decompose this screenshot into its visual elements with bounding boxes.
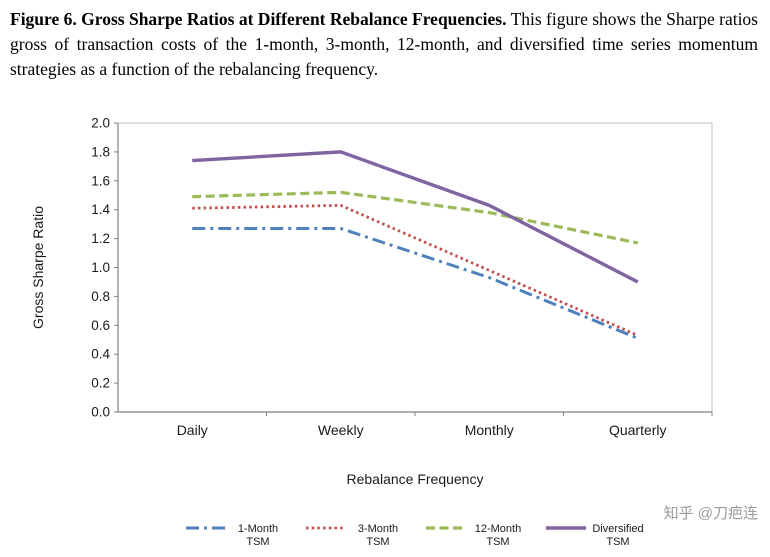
x-category-label: Quarterly [609, 422, 667, 438]
series-line-12-month-tsm [192, 190, 639, 245]
series-line-1-month-tsm [192, 226, 639, 340]
y-tick-label: 1.4 [91, 202, 110, 217]
y-tick-label: 0.0 [91, 405, 110, 420]
legend-label-line2: TSM [486, 536, 509, 548]
figure-caption: Figure 6. Gross Sharpe Ratios at Differe… [0, 0, 770, 82]
y-tick-label: 0.8 [91, 289, 110, 304]
series-line-3-month-tsm [192, 203, 639, 337]
legend-label-line2: TSM [366, 536, 389, 548]
x-category-label: Weekly [318, 422, 364, 438]
legend-label-line1: 3-Month [358, 523, 398, 535]
y-tick-label: 0.6 [91, 318, 110, 333]
legend-label-line1: Diversified [592, 523, 643, 535]
x-category-label: Daily [177, 422, 208, 438]
y-tick-label: 1.8 [91, 144, 110, 159]
legend-label-line2: TSM [606, 536, 629, 548]
y-tick-label: 1.0 [91, 260, 110, 275]
y-tick-label: 0.2 [91, 376, 110, 391]
watermark: 知乎 @刀疤连 [663, 505, 758, 522]
y-axis-title: Gross Sharpe Ratio [30, 206, 46, 329]
y-tick-label: 1.6 [91, 173, 110, 188]
y-tick-label: 1.2 [91, 231, 110, 246]
y-tick-label: 2.0 [91, 116, 110, 131]
legend-label-line1: 1-Month [238, 523, 278, 535]
legend-label-line2: TSM [246, 536, 269, 548]
legend-label-line1: 12-Month [475, 523, 521, 535]
figure-caption-body: This figure shows the Sharpe ratios gros… [10, 9, 758, 80]
figure-caption-title: Figure 6. Gross Sharpe Ratios at Differe… [10, 9, 507, 29]
x-category-label: Monthly [465, 422, 514, 438]
y-tick-label: 0.4 [91, 347, 110, 362]
x-axis-title: Rebalance Frequency [347, 471, 484, 487]
sharpe-ratio-line-chart: 0.0 0.2 0.4 0.6 0.8 1.0 1.2 1.4 1.6 1.8 2.0 Daily We… [30, 116, 713, 548]
plot-border [117, 122, 713, 413]
series-line-diversified-tsm [192, 150, 639, 284]
